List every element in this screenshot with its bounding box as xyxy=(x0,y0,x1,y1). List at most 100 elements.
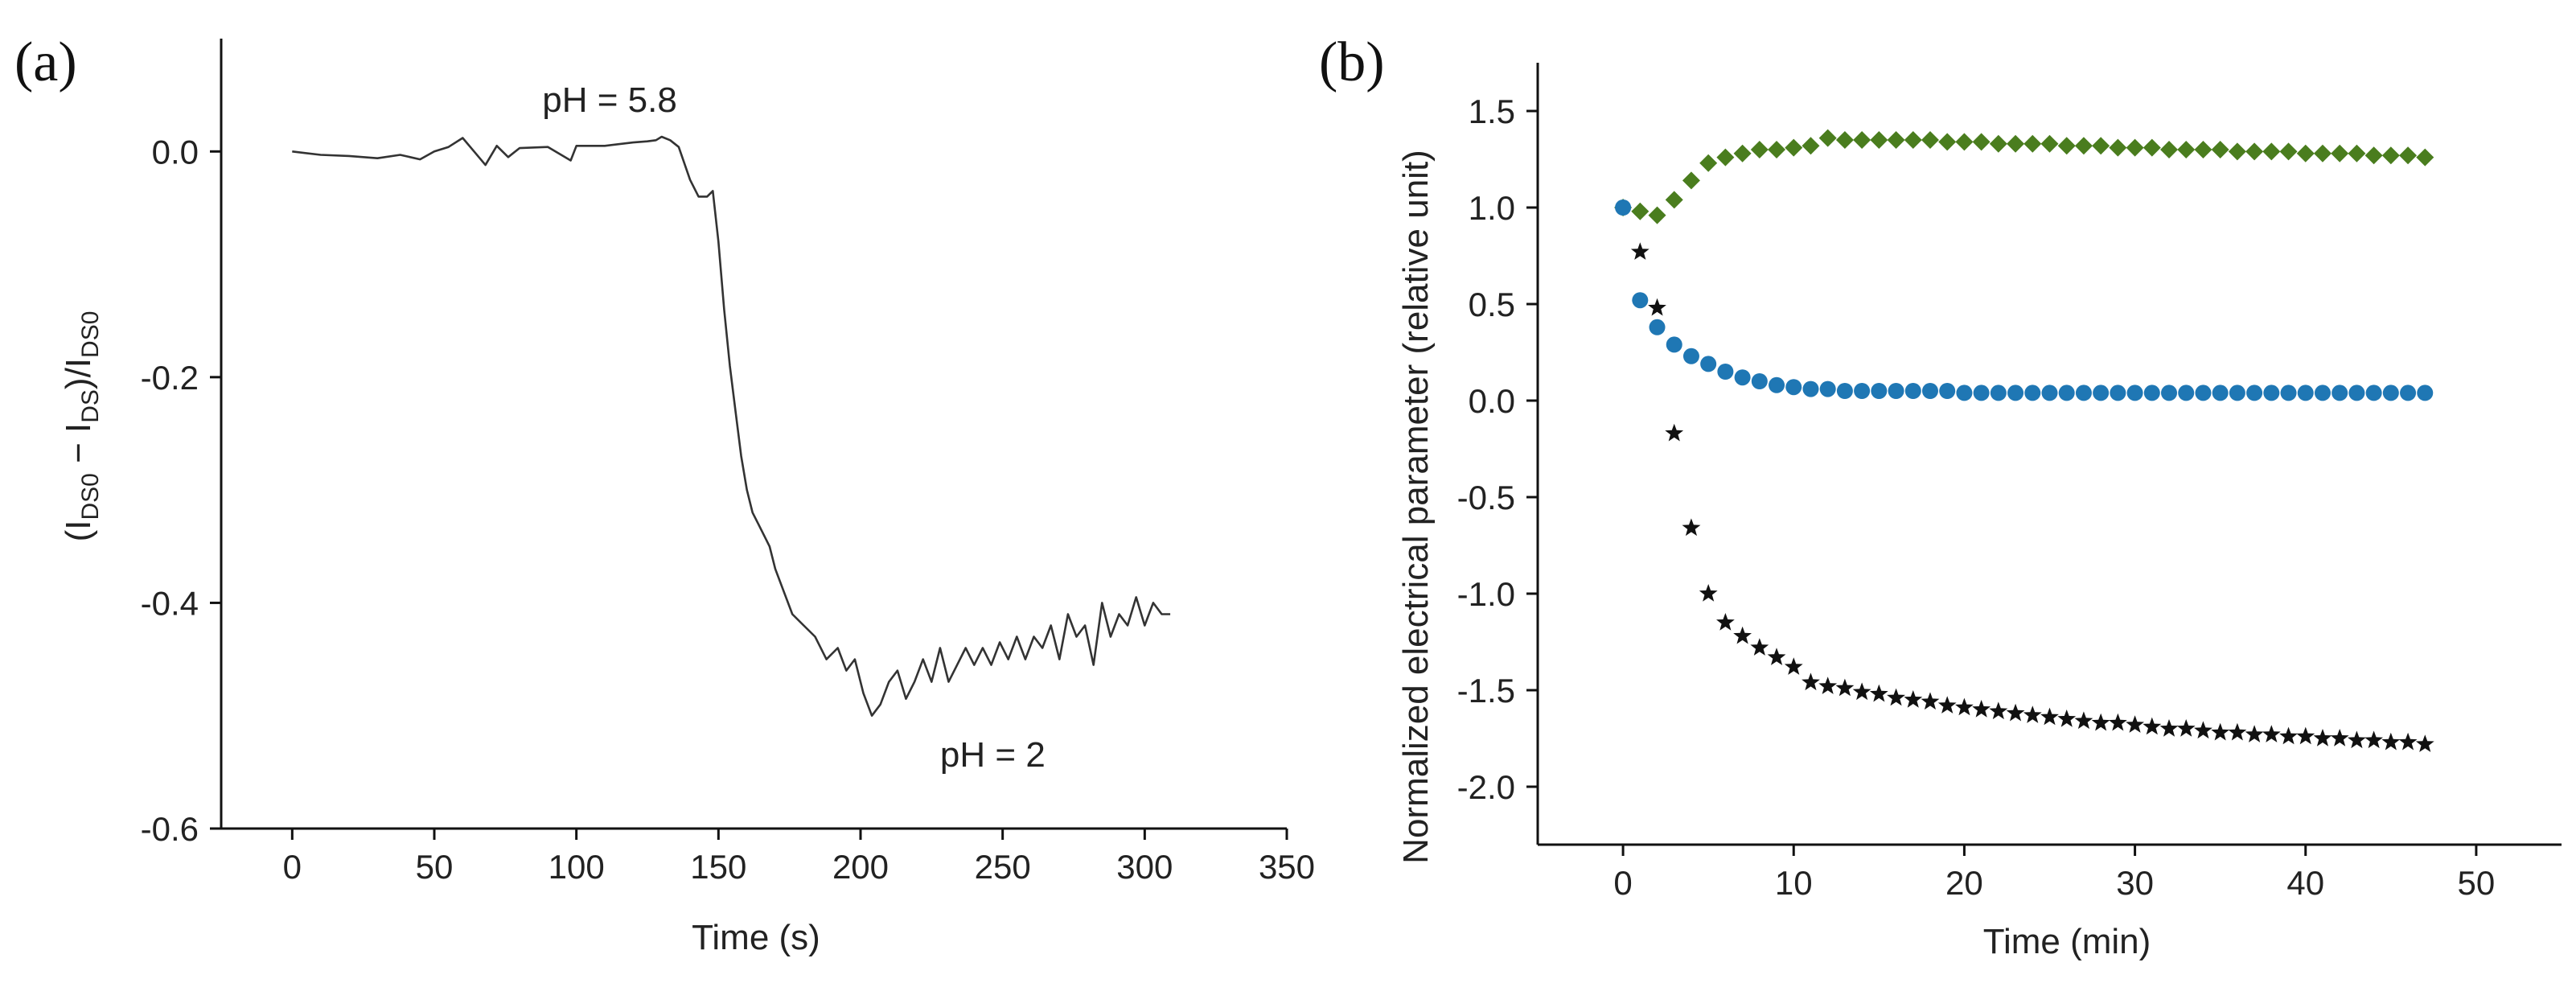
panel-b-point xyxy=(1648,298,1666,316)
panel-b-point xyxy=(1921,131,1939,149)
panel-b-point xyxy=(1802,137,1820,155)
panel-b-y-tick-label: -2.0 xyxy=(1457,768,1515,806)
panel-b-point xyxy=(1835,678,1855,697)
panel-b-x-tick-label: 10 xyxy=(1775,864,1813,902)
panel-a: (a) 0 50 100 150 200 250 300 350 0.0 -0.2 -0.4 -0.6… xyxy=(14,31,1315,957)
panel-b-point xyxy=(2109,713,2127,731)
panel-b-point xyxy=(1700,356,1717,372)
panel-b-point xyxy=(1631,202,1650,220)
panel-a-y-axis-title: (IDS0 − IDS)/IDS0 xyxy=(59,311,104,542)
panel-b-point xyxy=(1665,423,1684,442)
panel-a-ticks: 0 50 100 150 200 250 300 350 0.0 -0.2 -0.4 -0.6 xyxy=(141,133,1315,886)
panel-b-point xyxy=(1921,692,1940,710)
panel-b-point xyxy=(1938,133,1957,151)
panel-b-y-tick-label: -1.5 xyxy=(1457,672,1515,709)
panel-b-point xyxy=(1632,292,1649,309)
panel-b-point xyxy=(2041,385,2058,401)
panel-b-x-tick-label: 50 xyxy=(2458,864,2496,902)
panel-b-point xyxy=(1870,131,1888,149)
panel-b-point xyxy=(2195,385,2212,401)
panel-b-x-tick-label: 30 xyxy=(2116,864,2154,902)
panel-b-y-tick-label: 1.0 xyxy=(1469,189,1515,227)
panel-b-point xyxy=(1717,364,1734,380)
panel-b-point xyxy=(2161,385,2178,401)
panel-b-series-circles xyxy=(1615,199,2434,401)
panel-b-point xyxy=(1972,700,1991,718)
panel-a-y-tick-label: -0.2 xyxy=(141,359,199,397)
panel-b-point xyxy=(2398,732,2418,751)
panel-b-point xyxy=(1615,199,1632,216)
panel-b-point xyxy=(2007,385,2024,401)
panel-b-point xyxy=(2296,144,2315,162)
panel-b-point xyxy=(1682,171,1700,190)
panel-b-point xyxy=(2159,719,2179,737)
panel-b-point xyxy=(2382,385,2399,401)
panel-b-point xyxy=(2400,385,2417,401)
panel-b-point xyxy=(1784,657,1803,675)
panel-b-point xyxy=(2074,137,2093,155)
panel-b-point xyxy=(1937,696,1957,714)
panel-b-point xyxy=(1666,336,1682,353)
panel-b-point xyxy=(1733,626,1752,644)
panel-b-point xyxy=(1972,133,1991,151)
panel-b-point xyxy=(1819,380,1836,397)
panel-b-point xyxy=(1818,129,1837,147)
panel-b-point xyxy=(1802,380,1819,397)
panel-b-point xyxy=(1869,684,1888,702)
panel-a-annotation: pH = 2 xyxy=(940,735,1046,775)
panel-b-point xyxy=(2262,142,2281,161)
panel-b-point xyxy=(2416,148,2434,167)
panel-b-point xyxy=(2313,144,2332,162)
panel-b-point xyxy=(2263,385,2280,401)
panel-b-point xyxy=(2330,729,2349,747)
panel-b-point xyxy=(1956,385,1973,401)
panel-b-point xyxy=(1734,369,1751,386)
panel-b-point xyxy=(2007,134,2025,153)
panel-b-point xyxy=(1888,383,1904,399)
panel-b-point xyxy=(2246,385,2263,401)
panel-b-point xyxy=(2212,385,2229,401)
panel-a-axes xyxy=(220,39,1287,830)
panel-b-point xyxy=(2126,715,2144,733)
panel-b-point xyxy=(1750,638,1769,656)
panel-b-point xyxy=(1716,148,1735,167)
panel-b-y-tick-label: -1.0 xyxy=(1457,575,1515,613)
panel-b-point xyxy=(2245,142,2264,161)
panel-b-point xyxy=(1699,154,1718,172)
panel-b-point xyxy=(1989,134,2007,153)
panel-b-point xyxy=(1973,385,1990,401)
panel-b-y-tick-label: 0.5 xyxy=(1469,286,1515,323)
panel-b-point xyxy=(2365,385,2382,401)
panel-b-point xyxy=(1682,348,1699,364)
panel-b-point xyxy=(2262,725,2281,742)
panel-b-point xyxy=(2040,134,2059,153)
panel-b-point xyxy=(1767,648,1786,665)
panel-a-x-tick-label: 100 xyxy=(548,848,605,886)
panel-b-point xyxy=(2348,144,2366,162)
panel-b-point xyxy=(2211,141,2229,158)
panel-b-point xyxy=(1887,688,1905,706)
panel-b-point xyxy=(1818,677,1838,694)
panel-b-point xyxy=(2280,385,2297,401)
panel-b-point xyxy=(1682,518,1701,537)
panel-a-x-tick-label: 350 xyxy=(1259,848,1315,886)
panel-b-point xyxy=(1921,383,1938,399)
panel-b-point xyxy=(1751,373,1768,389)
panel-a-x-tick-label: 150 xyxy=(690,848,746,886)
panel-b-axes xyxy=(1536,63,2562,846)
panel-b-point xyxy=(2057,137,2076,155)
panel-b-point xyxy=(1665,191,1683,209)
panel-b-series xyxy=(1614,129,2434,752)
panel-b-point xyxy=(2143,385,2160,401)
panel-a-x-axis-title: Time (s) xyxy=(692,918,820,957)
panel-b-point xyxy=(1939,383,1956,399)
panel-b-point xyxy=(1853,131,1871,149)
panel-b-point xyxy=(1836,383,1853,399)
panel-b-point xyxy=(1904,131,1922,149)
panel-a-x-tick-label: 250 xyxy=(975,848,1031,886)
panel-b-point xyxy=(1854,383,1871,399)
panel-b-point xyxy=(1785,379,1802,396)
panel-b-y-tick-label: -0.5 xyxy=(1457,479,1515,516)
panel-a-annotation: pH = 5.8 xyxy=(542,80,677,120)
panel-b-point xyxy=(1785,138,1803,157)
